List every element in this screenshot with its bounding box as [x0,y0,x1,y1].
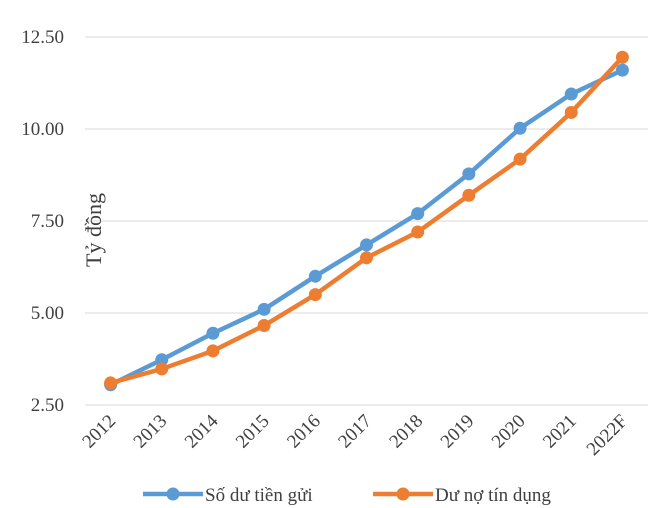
x-tick-label: 2016 [283,411,325,453]
x-axis-ticks: 2012 2013 2014 2015 2016 2017 2018 2019 2020 2021… [78,410,632,460]
legend-label: Dư nợ tín dụng [435,485,551,506]
data-point [513,121,527,135]
y-axis-label: Tỷ đồng [81,193,106,267]
y-tick-label: 7.50 [31,211,64,232]
series-lines [104,50,629,392]
x-tick-label: 2018 [385,411,427,453]
legend-label: Số dư tiền gửi [205,485,313,506]
x-tick-label: 2013 [130,411,172,453]
y-axis-ticks: 2.50 5.00 7.50 10.00 12.50 [21,27,64,416]
data-point [308,288,322,302]
data-point [513,152,527,166]
data-point [155,362,169,376]
data-point [411,207,425,221]
legend: Số dư tiền gửi Dư nợ tín dụng [143,485,551,506]
gridlines [85,36,648,314]
data-point [257,302,271,316]
y-tick-label: 12.50 [21,27,64,48]
series-1 [104,63,629,392]
x-tick-label: 2014 [181,410,223,452]
data-point [206,344,220,358]
series-2 [104,50,629,390]
data-point [615,63,629,77]
x-tick-label: 2012 [78,411,120,453]
data-point [155,353,169,367]
legend-item: Dư nợ tín dụng [373,485,551,506]
x-tick-label: 2022F [583,411,632,460]
y-tick-label: 10.00 [21,119,64,140]
x-tick-label: 2017 [334,411,376,453]
series-line [108,67,625,388]
legend-item: Số dư tiền gửi [143,485,313,506]
data-point [564,87,578,101]
data-point [257,319,271,333]
data-point [411,225,425,239]
data-point [308,269,322,283]
series-line [108,54,625,386]
data-point [360,238,373,252]
data-point [206,326,220,340]
y-tick-label: 5.00 [31,303,64,324]
data-point [104,376,118,390]
legend-marker [166,487,180,501]
data-point [360,251,373,265]
data-point [462,188,476,202]
data-point [564,105,578,119]
x-tick-label: 2021 [539,411,581,453]
data-point [462,167,476,181]
x-tick-label: 2020 [488,411,530,453]
x-tick-label: 2015 [232,411,274,453]
data-point [615,50,629,64]
legend-marker [396,487,410,501]
y-tick-label: 2.50 [31,395,64,416]
x-tick-label: 2019 [437,411,479,453]
